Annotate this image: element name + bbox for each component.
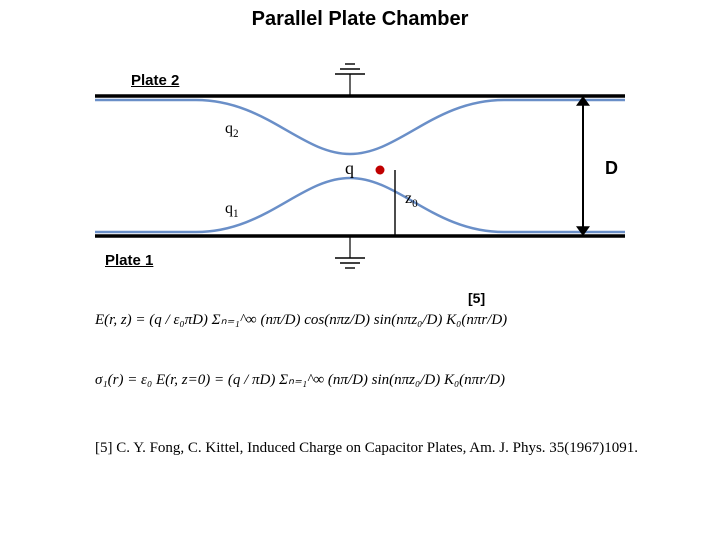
q-label: q [345, 158, 354, 179]
ref-label: [5] [468, 290, 485, 306]
equation-1: E(r, z) = (q / ε₀πD) Σₙ₌₁^∞ (nπ/D) cos(n… [95, 310, 507, 329]
d-label: D [605, 158, 618, 179]
diagram-svg [95, 60, 625, 280]
citation: [5] C. Y. Fong, C. Kittel, Induced Charg… [95, 440, 638, 457]
z0-label: z0 [405, 190, 418, 210]
slide-title: Parallel Plate Chamber [0, 8, 720, 31]
plate2-label: Plate 2 [131, 72, 179, 89]
q2-label: q2 [225, 120, 239, 140]
equation-2: σ₁(r) = ε₀ E(r, z=0) = (q / πD) Σₙ₌₁^∞ (… [95, 370, 505, 389]
plate1-label: Plate 1 [105, 252, 153, 269]
chamber-diagram: Plate 2 q2 q q1 z0 D Plate 1 [95, 60, 625, 280]
q1-label: q1 [225, 200, 239, 220]
